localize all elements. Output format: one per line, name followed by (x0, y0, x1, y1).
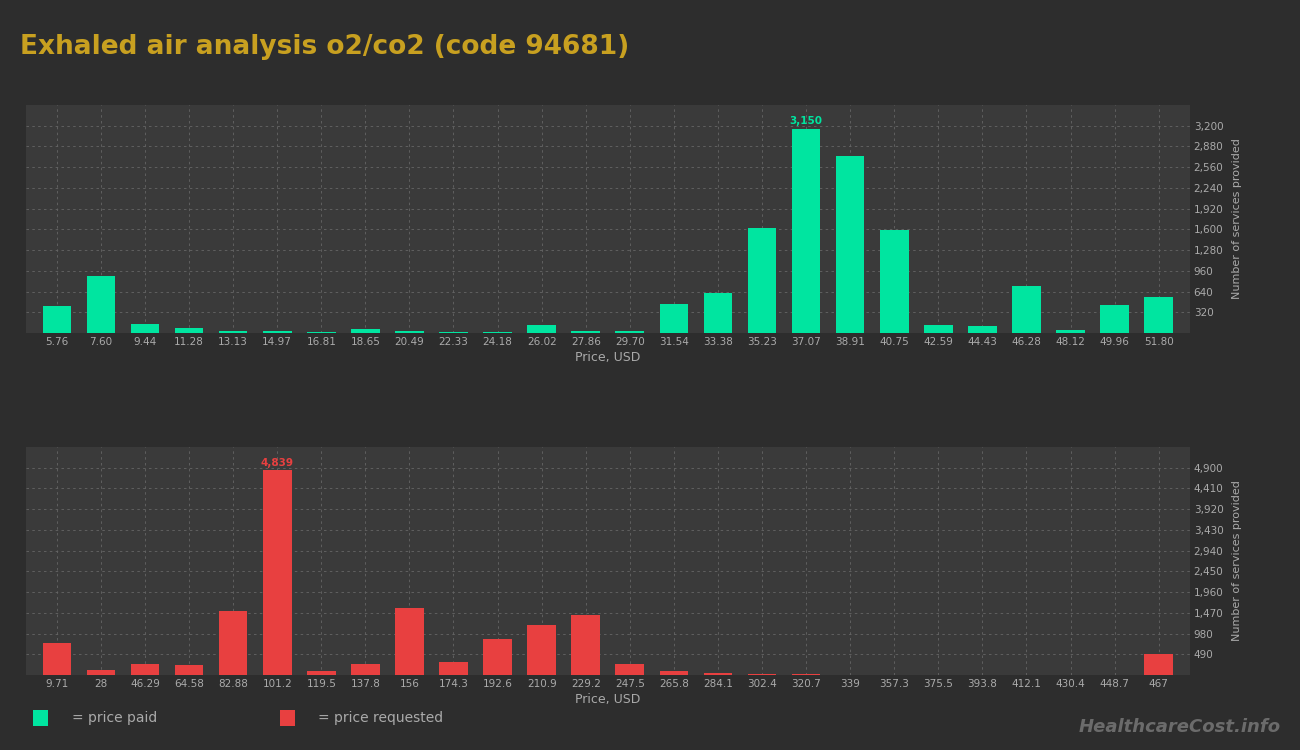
Bar (395, 608, 424, 675)
Bar (924, 325, 953, 333)
Bar (43, 306, 72, 333)
Bar (572, 331, 601, 333)
Bar (307, 671, 335, 675)
X-axis label: Price, USD: Price, USD (575, 351, 641, 364)
Bar (528, 325, 556, 333)
Bar (615, 664, 644, 675)
Bar (747, 228, 776, 333)
Bar (615, 331, 644, 333)
Bar (792, 129, 820, 333)
Bar (395, 331, 424, 333)
Bar (792, 674, 820, 675)
Bar (1144, 297, 1173, 333)
Bar (747, 674, 776, 675)
Bar (131, 664, 160, 675)
Bar (968, 326, 997, 333)
Text: Exhaled air analysis o2/co2 (code 94681): Exhaled air analysis o2/co2 (code 94681) (20, 34, 629, 60)
Y-axis label: Number of services provided: Number of services provided (1232, 139, 1241, 299)
Bar (528, 625, 556, 675)
Bar (484, 639, 512, 675)
Bar (880, 230, 909, 333)
Bar (263, 470, 291, 675)
Bar (439, 662, 468, 675)
Bar (263, 331, 291, 333)
Text: HealthcareCost.info: HealthcareCost.info (1079, 718, 1280, 736)
Bar (1013, 286, 1041, 333)
Text: = price requested: = price requested (318, 711, 443, 724)
Bar (659, 304, 688, 333)
Bar (1100, 305, 1128, 333)
Bar (439, 332, 468, 333)
Bar (1056, 330, 1084, 333)
Bar (703, 293, 732, 333)
Bar (659, 671, 688, 675)
Bar (484, 332, 512, 333)
Bar (87, 670, 116, 675)
Bar (1144, 654, 1173, 675)
Bar (131, 323, 160, 333)
Bar (87, 276, 116, 333)
Y-axis label: Number of services provided: Number of services provided (1232, 481, 1241, 641)
X-axis label: Price, USD: Price, USD (575, 693, 641, 706)
Bar (218, 610, 247, 675)
Bar (703, 673, 732, 675)
Text: 3,150: 3,150 (789, 116, 823, 126)
Bar (174, 664, 203, 675)
Text: 4,839: 4,839 (261, 458, 294, 468)
Bar (572, 614, 601, 675)
Text: = price paid: = price paid (72, 711, 157, 724)
Bar (43, 644, 72, 675)
Bar (218, 332, 247, 333)
Bar (836, 155, 864, 333)
Bar (351, 329, 380, 333)
Bar (174, 328, 203, 333)
Bar (351, 664, 380, 675)
